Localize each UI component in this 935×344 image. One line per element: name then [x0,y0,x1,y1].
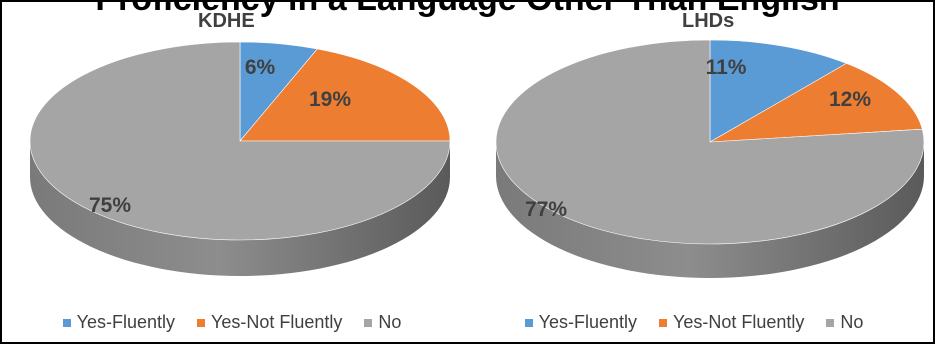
legend-item-yes-not-fluently: Yes-Not Fluently [658,312,805,333]
legend-swatch-yes-not-fluently [658,318,667,327]
legend-swatch-yes-not-fluently [196,318,205,327]
pie-slice-yes-fluently [709,39,848,143]
legend-swatch-yes-fluently [524,318,533,327]
data-label: 6% [245,56,276,79]
pie-slice-no [495,39,925,245]
data-label: 12% [829,88,871,111]
legend-swatch-yes-fluently [62,318,71,327]
kdhe-chart-title: KDHE [198,10,255,32]
kdhe-panel: KDHE 6% 19% 75% Yes-Fluently Yes-Not Fluen… [2,2,462,342]
legend-label: No [840,312,864,332]
legend-label: No [378,312,402,332]
legend-label: Yes-Fluently [76,312,175,332]
data-label: 77% [525,198,567,221]
data-label: 11% [706,56,747,79]
lhds-panel: LHDs 11% 12% 77% Yes-Fluently Yes-Not Flue… [464,2,925,342]
legend-label: Yes-Not Fluently [672,312,805,332]
data-label: 19% [309,88,351,111]
pie-slice-yes-not-fluently [709,63,923,143]
legend-item-yes-fluently: Yes-Fluently [524,312,637,333]
legend-item-yes-fluently: Yes-Fluently [62,312,175,333]
figure-title: Proficiency in a Language Other Than Eng… [2,2,933,19]
legend-label: Yes-Fluently [538,312,637,332]
pie-side-wall [496,142,924,278]
data-label: 75% [89,194,131,217]
lhds-legend: Yes-Fluently Yes-Not Fluently No [464,312,924,333]
pie-slice-no [29,41,451,241]
legend-item-no: No [826,312,863,333]
pie-slice-yes-not-fluently [239,48,451,142]
kdhe-legend: Yes-Fluently Yes-Not Fluently No [2,312,462,333]
legend-item-no: No [364,312,401,333]
kdhe-pie-chart: 6% 19% 75% [29,41,451,276]
legend-label: Yes-Not Fluently [210,312,343,332]
lhds-chart-title: LHDs [682,10,735,32]
legend-item-yes-not-fluently: Yes-Not Fluently [196,312,343,333]
pie-side-wall [30,141,450,276]
legend-swatch-no [364,318,373,327]
lhds-pie-chart: 11% 12% 77% [495,39,925,278]
legend-swatch-no [826,318,835,327]
